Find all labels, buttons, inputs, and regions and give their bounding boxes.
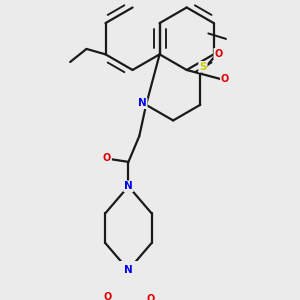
Text: O: O <box>146 293 154 300</box>
Text: O: O <box>104 292 112 300</box>
Text: N: N <box>138 98 147 108</box>
Text: S: S <box>199 62 207 72</box>
Text: O: O <box>221 74 229 84</box>
Text: N: N <box>124 181 133 191</box>
Text: O: O <box>214 49 223 59</box>
Text: N: N <box>124 265 133 275</box>
Text: O: O <box>103 152 111 163</box>
